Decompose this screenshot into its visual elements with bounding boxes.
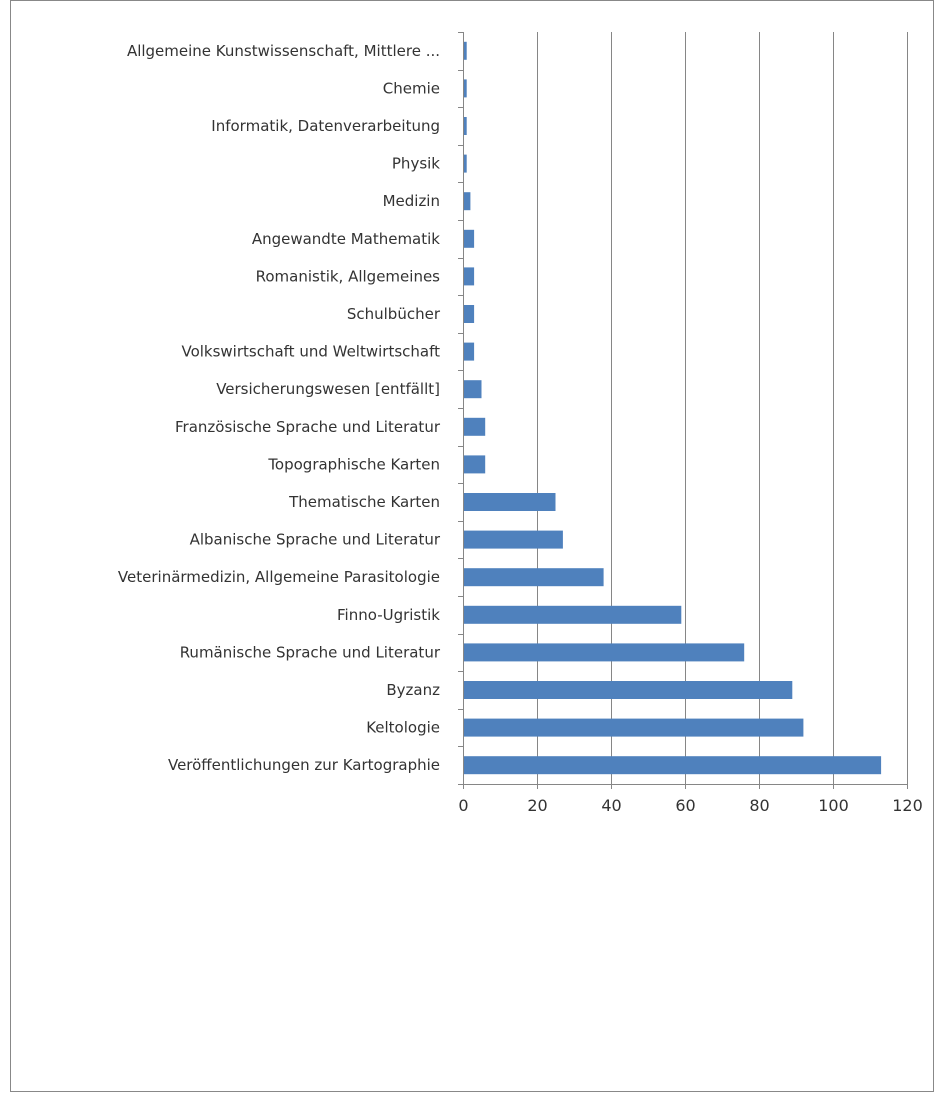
- axes: [458, 32, 908, 789]
- category-label: Thematische Karten: [288, 493, 440, 511]
- category-label: Volkswirtschaft und Weltwirtschaft: [181, 343, 440, 361]
- bar: [463, 568, 604, 587]
- bar: [463, 79, 467, 98]
- category-label: Keltologie: [366, 719, 440, 737]
- x-tick-label: 100: [818, 796, 849, 815]
- category-label: Angewandte Mathematik: [252, 230, 440, 248]
- category-label: Chemie: [383, 79, 440, 97]
- category-label: Finno-Ugristik: [337, 606, 440, 624]
- category-label: Medizin: [383, 192, 440, 210]
- x-tick-label: 60: [675, 796, 695, 815]
- bar: [463, 267, 475, 286]
- bar: [463, 417, 486, 436]
- category-label: Informatik, Datenverarbeitung: [211, 117, 440, 135]
- bar: [463, 605, 682, 624]
- x-tick-label: 80: [749, 796, 769, 815]
- bar: [463, 305, 475, 323]
- bar: [463, 117, 467, 135]
- bars: [463, 41, 882, 775]
- category-label: Rumänische Sprache und Literatur: [180, 643, 441, 661]
- category-label: Topographische Karten: [267, 455, 440, 473]
- bar: [463, 681, 793, 699]
- bar: [463, 380, 482, 399]
- category-label: Albanische Sprache und Literatur: [190, 531, 441, 549]
- x-tick-label: 120: [892, 796, 923, 815]
- category-label: Französische Sprache und Literatur: [175, 418, 441, 436]
- category-labels: Allgemeine Kunstwissenschaft, Mittlere .…: [118, 42, 441, 774]
- bar: [463, 530, 563, 549]
- category-label: Allgemeine Kunstwissenschaft, Mittlere .…: [127, 42, 440, 60]
- bar: [463, 455, 486, 474]
- bar: [463, 229, 475, 248]
- bar: [463, 192, 471, 211]
- bar: [463, 643, 745, 662]
- x-tick-label: 40: [601, 796, 621, 815]
- category-label: Veterinärmedizin, Allgemeine Parasitolog…: [118, 568, 440, 586]
- tick-labels: 0 20 40 60 80 100 120: [458, 796, 922, 815]
- category-label: Byzanz: [386, 681, 440, 699]
- bar: [463, 756, 882, 775]
- x-tick-label: 0: [458, 796, 468, 815]
- category-label: Romanistik, Allgemeines: [256, 267, 441, 285]
- bar: [463, 342, 475, 361]
- bar: [463, 154, 467, 173]
- category-label: Physik: [392, 155, 440, 173]
- category-label: Versicherungswesen [entfällt]: [216, 380, 440, 398]
- category-label: Schulbücher: [347, 305, 441, 323]
- category-label: Veröffentlichungen zur Kartographie: [168, 756, 440, 774]
- bar: [463, 493, 556, 511]
- x-tick-label: 20: [527, 796, 547, 815]
- bar: [463, 718, 804, 737]
- bar: [463, 41, 467, 60]
